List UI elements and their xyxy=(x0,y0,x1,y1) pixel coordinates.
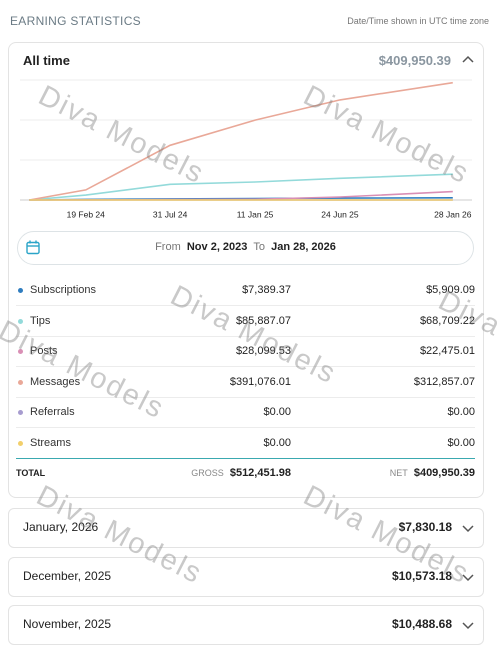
x-tick-label: 19 Feb 24 xyxy=(67,209,106,219)
legend-dot xyxy=(18,379,23,385)
total-gross: GROSS $512,451.98 xyxy=(191,467,291,479)
section-title: EARNING STATISTICS xyxy=(10,14,141,28)
x-tick-label: 24 Jun 25 xyxy=(321,209,359,219)
month-amount: $10,573.18 xyxy=(391,569,452,583)
row-label: Messages xyxy=(30,375,81,388)
series-line xyxy=(29,173,453,201)
collapse-chevron[interactable] xyxy=(462,54,474,66)
to-date: Jan 28, 2026 xyxy=(271,241,336,253)
row-label: Tips xyxy=(30,314,51,327)
legend-dot xyxy=(18,349,23,354)
net-label: NET xyxy=(389,468,408,478)
from-date: Nov 2, 2023 xyxy=(186,241,248,253)
row-divider xyxy=(16,305,475,306)
month-amount: $10,488.68 xyxy=(391,617,452,631)
gross-label: GROSS xyxy=(191,468,224,478)
chevron-path xyxy=(462,574,474,582)
chevron-path xyxy=(462,525,474,533)
x-tick-label: 31 Jul 24 xyxy=(153,209,188,219)
row-label: Streams xyxy=(30,436,71,449)
row-label: Posts xyxy=(30,345,58,357)
row-net: $0.00 xyxy=(447,406,475,418)
chevron-path xyxy=(462,622,474,630)
month-label: January, 2026 xyxy=(23,520,99,534)
period-total: $409,950.39 xyxy=(378,53,451,68)
row-gross: $7,389.37 xyxy=(242,284,291,296)
row-gross: $0.00 xyxy=(263,436,291,449)
legend-dot xyxy=(18,410,23,415)
expand-chevron[interactable] xyxy=(462,619,474,631)
net-amount: $409,950.39 xyxy=(413,467,475,479)
row-divider xyxy=(16,427,475,428)
row-divider xyxy=(16,366,475,367)
period-label[interactable]: All time xyxy=(23,53,70,68)
timezone-note: Date/Time shown in UTC time zone xyxy=(347,16,489,26)
month-card[interactable] xyxy=(8,508,484,548)
legend-dot xyxy=(18,440,23,446)
total-divider xyxy=(16,458,475,459)
x-tick-label: 11 Jan 25 xyxy=(237,209,274,219)
row-net: $0.00 xyxy=(447,436,475,449)
row-net: $22,475.01 xyxy=(419,345,475,357)
row-gross: $0.00 xyxy=(263,406,291,418)
month-card[interactable] xyxy=(8,557,484,597)
expand-chevron[interactable] xyxy=(462,522,474,534)
row-divider xyxy=(16,396,475,398)
legend-dot xyxy=(18,288,23,293)
from-label: From xyxy=(155,241,181,253)
month-label: November, 2025 xyxy=(23,617,112,631)
legend-dot xyxy=(18,318,23,324)
x-tick-label: 28 Jan 26 xyxy=(434,209,472,219)
row-label: Referrals xyxy=(30,406,75,418)
calendar-icon[interactable] xyxy=(26,240,40,255)
month-card[interactable] xyxy=(8,605,484,645)
row-net: $312,857.07 xyxy=(413,375,475,388)
row-divider xyxy=(16,335,475,337)
row-gross: $85,887.07 xyxy=(235,314,291,327)
total-label: TOTAL xyxy=(16,468,46,478)
date-range-picker[interactable] xyxy=(17,231,474,265)
row-net: $68,709.22 xyxy=(419,314,475,327)
row-label: Subscriptions xyxy=(30,284,97,296)
row-net: $5,909.09 xyxy=(426,284,475,296)
month-amount: $7,830.18 xyxy=(398,520,452,534)
gross-amount: $512,451.98 xyxy=(229,467,291,479)
row-gross: $28,099.53 xyxy=(235,345,291,357)
total-net: NET $409,950.39 xyxy=(390,467,475,479)
series-line xyxy=(29,81,453,201)
row-gross: $391,076.01 xyxy=(229,375,291,388)
earnings-chart: 19 Feb 24 31 Jul 24 11 Jan 25 24 Jun 25 28 J… xyxy=(20,79,472,219)
date-range-text: From Nov 2, 2023 To Jan 28, 2026 xyxy=(0,241,491,253)
all-time-card xyxy=(8,42,484,498)
expand-chevron[interactable] xyxy=(462,571,474,583)
to-label: To xyxy=(253,241,265,253)
month-label: December, 2025 xyxy=(23,569,112,583)
